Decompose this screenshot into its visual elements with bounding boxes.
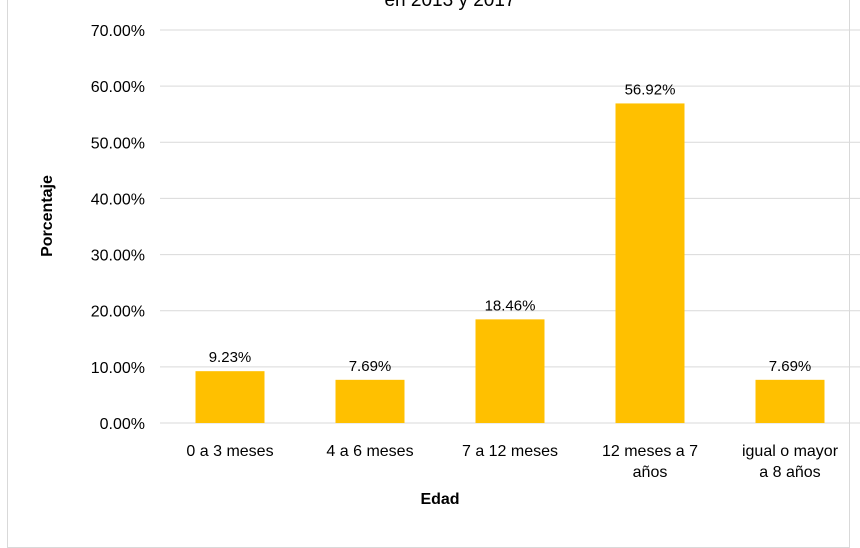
y-tick-label: 0.00% xyxy=(100,416,145,433)
data-label: 7.69% xyxy=(769,358,812,375)
x-tick-label: 4 a 6 meses xyxy=(326,443,413,460)
x-axis-title: Edad xyxy=(420,491,459,508)
bar xyxy=(195,371,265,423)
data-labels: 9.23% 7.69% 18.46% 56.92% 7.69% xyxy=(209,81,812,374)
y-axis-tick-labels: 0.00% 10.00% 20.00% 30.00% 40.00% 50.00% 60.00… xyxy=(91,23,145,433)
y-tick-label: 60.00% xyxy=(91,79,145,96)
y-tick-label: 10.00% xyxy=(91,360,145,377)
data-label: 56.92% xyxy=(625,81,676,98)
bar xyxy=(755,379,825,423)
x-tick-label: 0 a 3 meses xyxy=(186,443,273,460)
bar xyxy=(335,379,405,423)
x-tick-label: a 8 años xyxy=(759,464,820,481)
data-label: 9.23% xyxy=(209,349,252,366)
bar xyxy=(615,103,685,423)
bar xyxy=(475,319,545,423)
x-axis-tick-labels: 0 a 3 meses 4 a 6 meses 7 a 12 meses 12 mes… xyxy=(186,443,838,481)
y-tick-label: 30.00% xyxy=(91,248,145,265)
y-tick-label: 70.00% xyxy=(91,23,145,40)
y-axis-title: Porcentaje xyxy=(39,175,56,257)
data-label: 18.46% xyxy=(485,297,536,314)
x-tick-label: años xyxy=(633,464,668,481)
x-tick-label: 12 meses a 7 xyxy=(602,443,698,460)
y-tick-label: 40.00% xyxy=(91,191,145,208)
bars xyxy=(195,103,825,423)
y-tick-label: 50.00% xyxy=(91,135,145,152)
data-label: 7.69% xyxy=(349,358,392,375)
x-tick-label: 7 a 12 meses xyxy=(462,443,558,460)
chart-title: en 2013 y 2017 xyxy=(384,0,515,11)
y-tick-label: 20.00% xyxy=(91,304,145,321)
chart-frame xyxy=(7,0,850,548)
x-tick-label: igual o mayor xyxy=(742,443,839,460)
